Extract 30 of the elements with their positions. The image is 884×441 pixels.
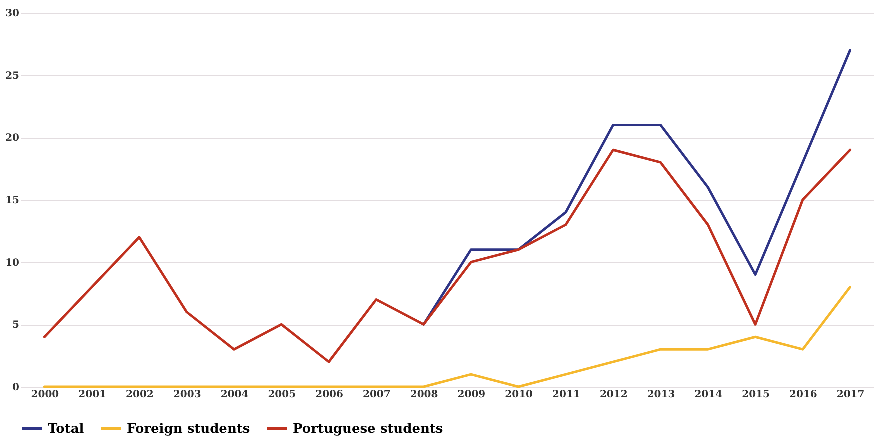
y-tick-label: 20: [6, 133, 20, 144]
x-tick-label: 2016: [789, 390, 818, 400]
x-tick-label: 2017: [836, 390, 865, 400]
x-tick-label: 2005: [268, 390, 296, 400]
x-tick-label: 2008: [410, 390, 438, 400]
y-tick-label: 25: [6, 70, 20, 82]
x-tick-label: 2010: [505, 390, 534, 400]
x-tick-label: 2003: [173, 390, 202, 400]
line-series: [43, 148, 852, 364]
x-tick-label: 2012: [600, 390, 628, 400]
x-tick-label: 2002: [126, 390, 154, 400]
x-tick-label: 2013: [647, 390, 676, 400]
legend-label: Total: [48, 422, 84, 437]
x-tick-label: 2011: [552, 390, 580, 400]
x-tick-label: 2001: [78, 390, 107, 400]
line-series: [43, 286, 852, 388]
y-tick-label: 10: [6, 258, 20, 269]
x-tick-label: 2014: [694, 390, 723, 400]
x-tick-label: 2015: [742, 390, 770, 400]
x-tick-label: 2000: [31, 390, 60, 400]
x-tick-label: 2004: [220, 390, 249, 400]
x-tick-label: 2009: [458, 390, 486, 400]
y-tick-label: 0: [12, 382, 20, 394]
y-tick-label: 5: [12, 320, 20, 332]
x-tick-label: 2007: [362, 390, 391, 400]
y-tick-label: 15: [6, 196, 20, 206]
x-tick-label: 2006: [316, 390, 344, 400]
legend-label: Portuguese students: [293, 422, 444, 437]
legend-label: Foreign students: [127, 422, 250, 437]
y-tick-label: 30: [6, 8, 20, 20]
